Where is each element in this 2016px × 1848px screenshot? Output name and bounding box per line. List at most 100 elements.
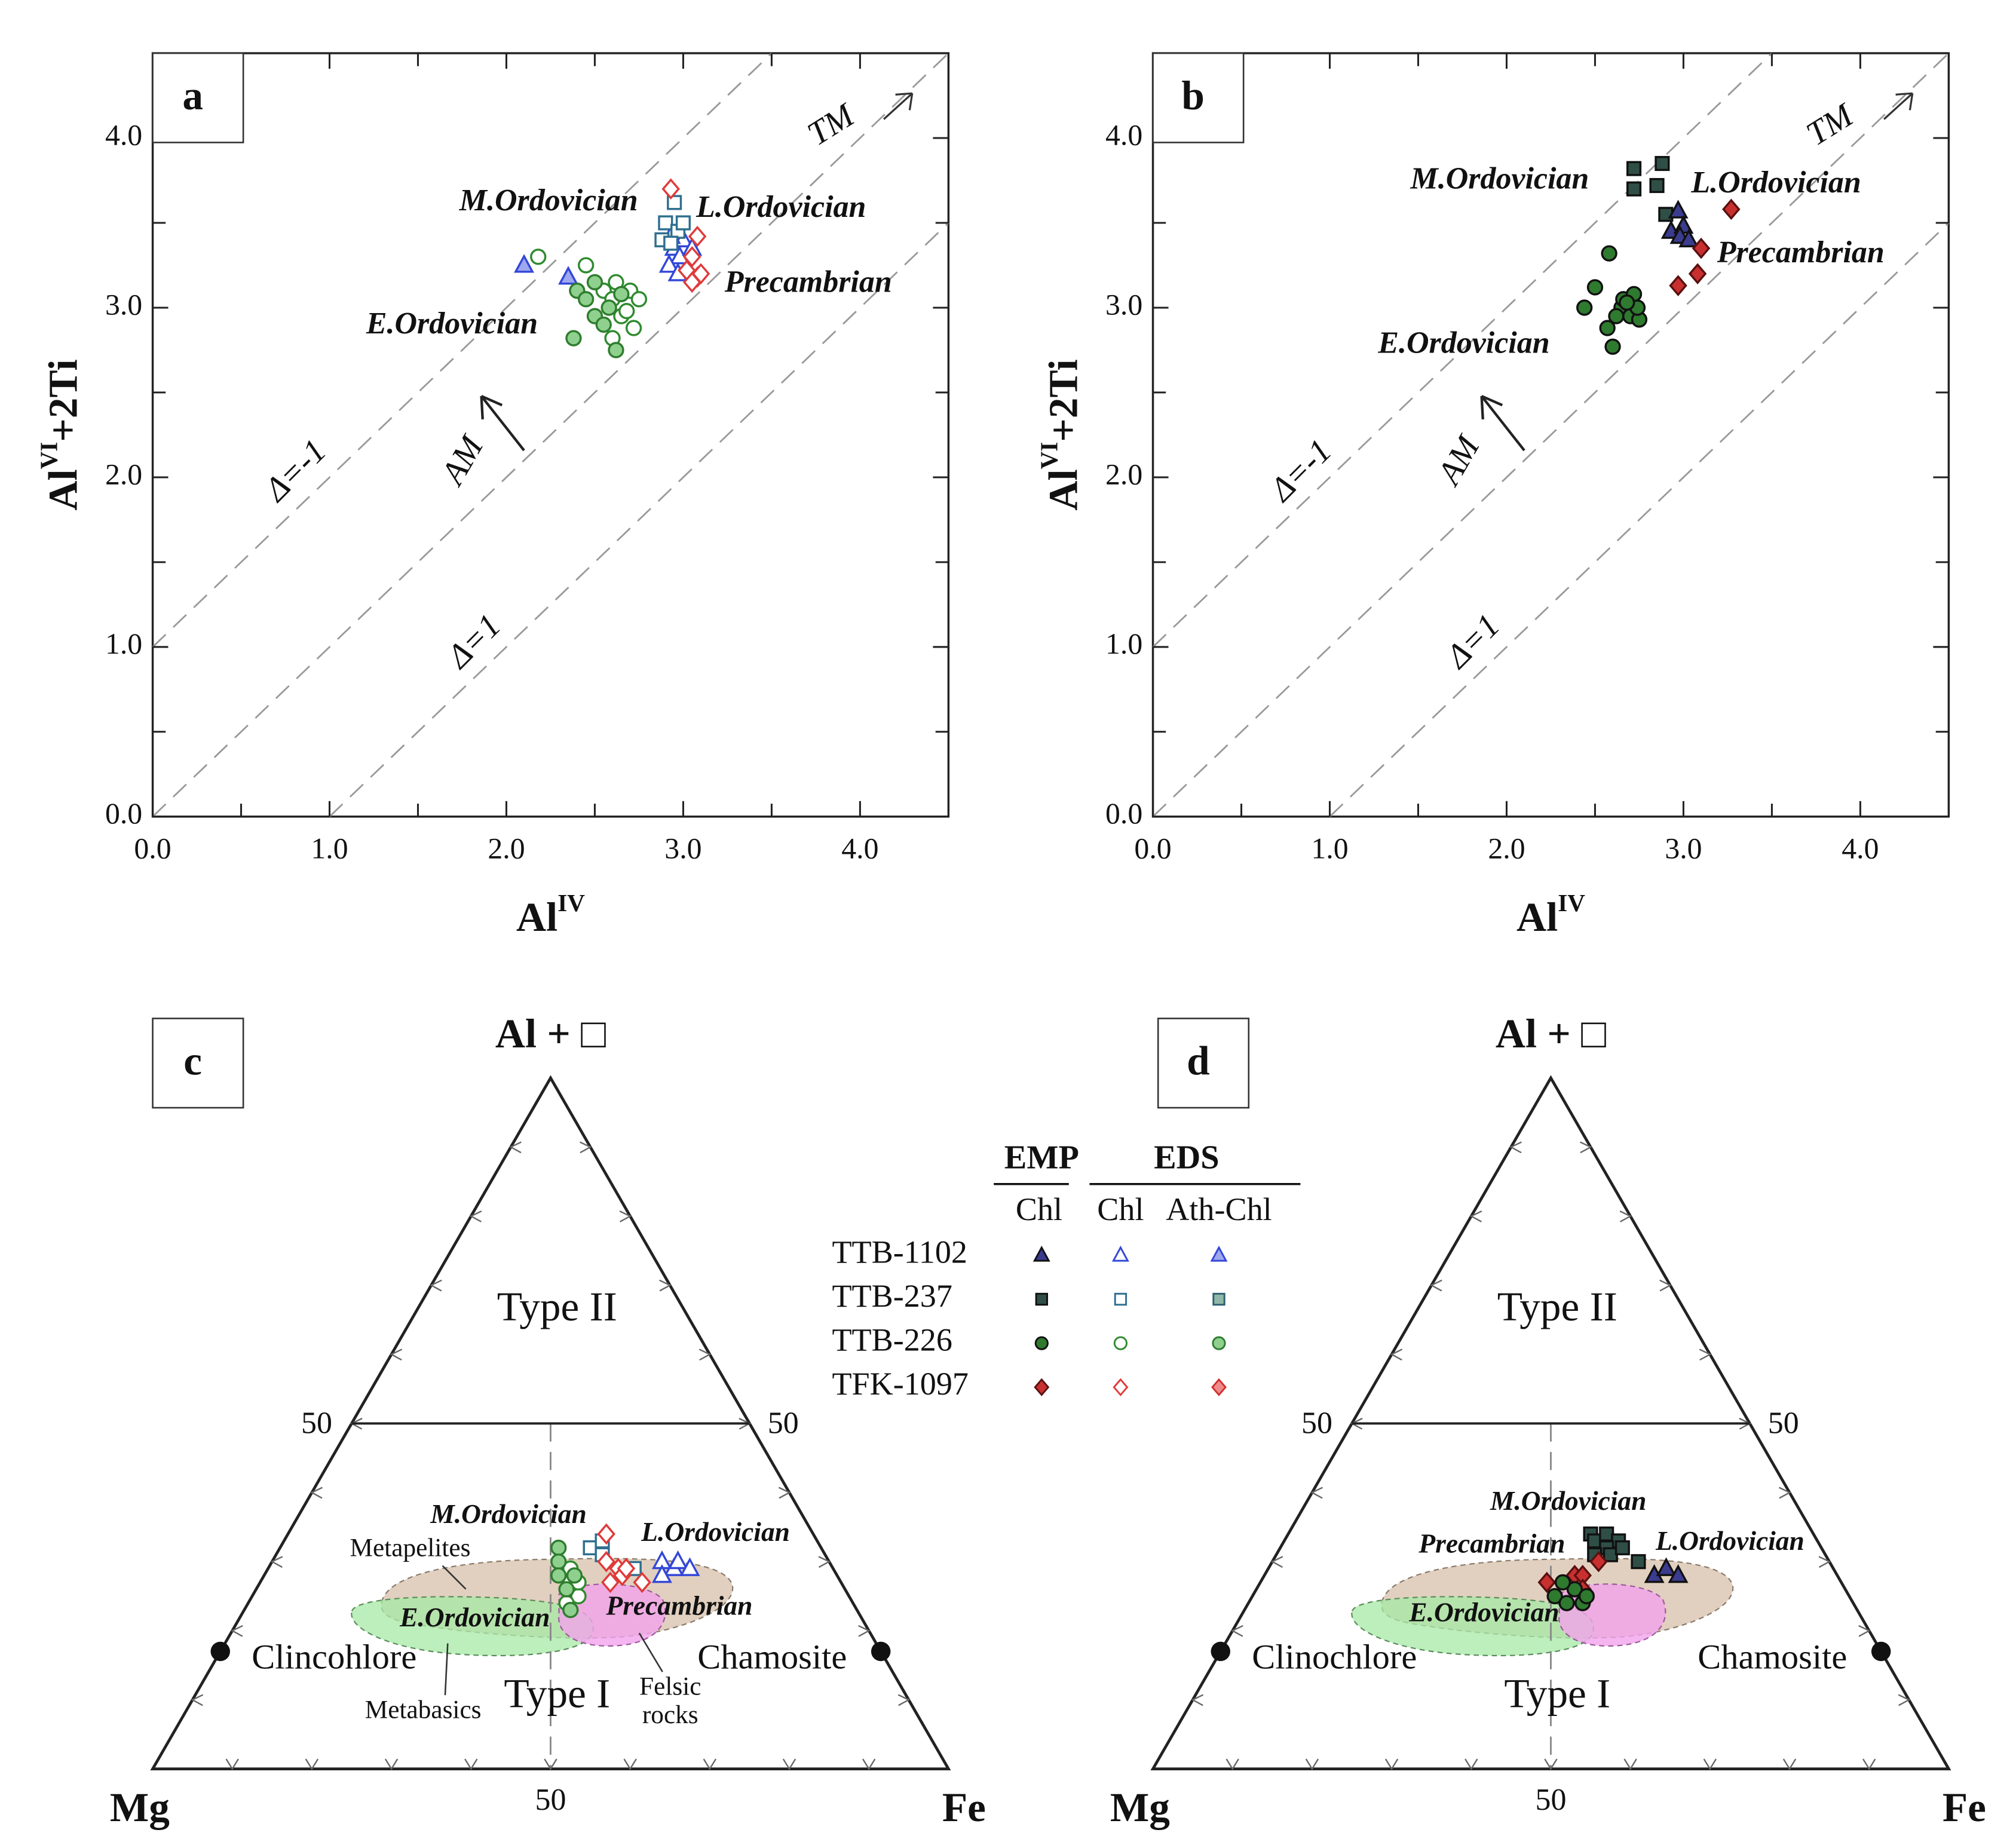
region-label: Type II: [1497, 1283, 1617, 1329]
triangle-marker: [679, 1557, 700, 1576]
metabasic-field: [1351, 1596, 1594, 1657]
end-member-point: [1871, 1641, 1891, 1662]
x-tick-label: 1.0: [311, 832, 348, 865]
diamond-marker: [1692, 237, 1711, 259]
annotation: AM: [433, 428, 492, 493]
circle-marker: [1578, 1587, 1595, 1605]
circle-marker: [1212, 1336, 1226, 1350]
vertex-label: Fe: [942, 1784, 986, 1830]
ternary-panel: 50 50 50 Al + □ Mg Fe Type II Type I Clinochlore…: [1110, 1010, 1986, 1830]
annotation: L.Ordovician: [696, 190, 866, 224]
end-member-label: Chamosite: [697, 1638, 847, 1677]
x-axis-label: AlIV: [1516, 890, 1585, 940]
circle-marker: [565, 330, 582, 347]
annotation: L.Ordovician: [641, 1516, 790, 1547]
x-tick-label: 4.0: [841, 832, 878, 865]
square-marker: [1655, 156, 1670, 171]
y-axis-label-rest: +2Ti: [40, 359, 86, 442]
tick-label: 50: [535, 1783, 566, 1817]
diamond-marker: [601, 1571, 620, 1593]
circle-marker: [566, 1567, 583, 1584]
legend-column: Chl: [1097, 1191, 1144, 1227]
triangle-marker: [658, 254, 679, 273]
ternary-tick: [1619, 1210, 1632, 1222]
circle-marker: [1604, 338, 1621, 355]
legend-row-label: TTB-237: [832, 1278, 952, 1314]
ternary-tick: [1699, 1349, 1712, 1361]
diamond-marker: [1722, 198, 1741, 220]
x-axis-label: AlIV: [516, 890, 585, 940]
plot-frame: [1151, 52, 1950, 818]
tick-label: 50: [1301, 1406, 1332, 1441]
diamond-marker: [1034, 1378, 1050, 1396]
ternary-tick: [231, 1625, 243, 1637]
circle-marker: [600, 299, 617, 316]
ternary-tick: [1305, 1758, 1319, 1770]
legend-row-label: TFK-1097: [832, 1366, 969, 1402]
field-label: Metabasics: [365, 1695, 482, 1724]
reference-line-label: Δ=1: [439, 607, 508, 676]
triangle-marker: [1668, 200, 1689, 219]
diamond-marker: [682, 271, 701, 293]
annotation: E.Ordovician: [1377, 326, 1549, 360]
reference-line: [1152, 53, 1950, 817]
ternary-tick: [1778, 1487, 1791, 1499]
diamond-marker: [1113, 1378, 1129, 1396]
y-axis-label-sup: VI: [1035, 442, 1063, 470]
circle-marker: [630, 291, 648, 308]
ternary-tick: [1225, 1758, 1239, 1770]
ternary-tick: [862, 1758, 876, 1770]
reference-line: [1329, 222, 1950, 817]
circle-marker: [1566, 1581, 1583, 1598]
field-leader: [442, 1565, 467, 1590]
reference-line: [152, 53, 773, 648]
end-member-label: Clinochlore: [1252, 1638, 1417, 1677]
reference-line: [1152, 53, 1773, 648]
tick-label: 50: [768, 1406, 799, 1441]
ternary-tick: [464, 1758, 478, 1770]
diamond-marker: [1688, 263, 1707, 284]
circle-marker: [1586, 279, 1604, 296]
square-marker: [663, 235, 679, 251]
square-marker: [1631, 1554, 1646, 1570]
reference-line: [152, 53, 949, 817]
ternary-tick: [430, 1279, 442, 1292]
apex-label: Al + □: [1496, 1010, 1606, 1056]
annotation: L.Ordovician: [1655, 1525, 1804, 1556]
ternary-tick: [858, 1625, 871, 1637]
diamond-marker: [1669, 275, 1687, 296]
legend-group: EDS: [1154, 1139, 1220, 1176]
x-tick-label: 2.0: [488, 832, 525, 865]
x-axis-label-base: Al: [516, 894, 557, 940]
end-member-point: [1211, 1641, 1230, 1662]
y-tick-label: 1.0: [105, 627, 142, 660]
y-axis-label: AlVI+2Ti: [35, 359, 85, 510]
am-arrow: [1480, 394, 1525, 452]
circle-marker: [550, 1567, 567, 1584]
circle-marker: [1034, 1336, 1049, 1350]
region-label: Type I: [1504, 1670, 1610, 1716]
ternary-tick: [1469, 1210, 1482, 1222]
ternary-tick: [703, 1758, 717, 1770]
circle-marker: [625, 320, 642, 336]
ternary-tick: [1898, 1694, 1911, 1706]
ternary-tick: [469, 1210, 482, 1222]
annotation: AM: [1429, 428, 1488, 493]
annotation: Precambrian: [605, 1590, 752, 1621]
tm-arrow: [1883, 92, 1914, 120]
ternary-tick: [619, 1210, 632, 1222]
circle-marker: [586, 274, 603, 291]
circle-marker: [530, 249, 547, 265]
panel-label-box: [1157, 1018, 1250, 1109]
panel-label: b: [1181, 72, 1205, 118]
circle-marker: [613, 286, 630, 302]
triangle-marker: [667, 1550, 688, 1570]
annotation: M.Ordovician: [1490, 1485, 1646, 1516]
circle-marker: [578, 257, 595, 274]
ternary-tick: [191, 1694, 204, 1706]
reference-line-label: Δ=1: [1438, 607, 1507, 676]
x-tick-label: 1.0: [1311, 832, 1348, 865]
circle-marker: [608, 342, 624, 358]
